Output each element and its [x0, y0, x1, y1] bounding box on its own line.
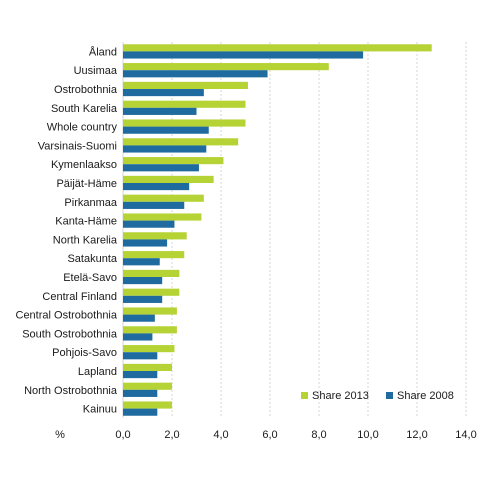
x-tick-label: 14,0 [455, 429, 476, 441]
bar-series1 [123, 326, 177, 334]
bar-series2 [123, 145, 207, 153]
category-label: Päijät-Häme [56, 178, 117, 190]
bar-series2 [123, 220, 175, 228]
bar-series1 [123, 269, 180, 277]
bar-series2 [123, 70, 268, 78]
bar-series2 [123, 408, 158, 416]
category-label: Pirkanmaa [64, 197, 117, 209]
bar-series1 [123, 63, 329, 71]
bar-series1 [123, 232, 187, 240]
x-tick-label: 0,0 [115, 429, 130, 441]
legend-swatch [386, 392, 393, 399]
category-label: Whole country [47, 122, 118, 134]
category-label: Etelä-Savo [63, 272, 117, 284]
category-label: Ostrobothnia [54, 84, 118, 96]
bar-series2 [123, 107, 197, 115]
legend: Share 2013 Share 2008 [301, 390, 454, 402]
x-tick-label: 12,0 [406, 429, 427, 441]
category-label: Central Finland [42, 291, 117, 303]
category-labels: Åland Uusimaa Ostrobothnia South Karelia Who… [16, 45, 118, 415]
bar-series1 [123, 288, 180, 296]
bar-series2 [123, 164, 199, 172]
legend-label: Share 2013 [312, 390, 369, 402]
bar-series2 [123, 239, 168, 247]
category-label: Varsinais-Suomi [38, 140, 117, 152]
bar-series2 [123, 51, 364, 59]
x-axis-label: % [55, 429, 65, 441]
bar-series2 [123, 277, 163, 285]
category-label: South Karelia [51, 103, 118, 115]
bar-series2 [123, 258, 160, 266]
bar-series1 [123, 194, 204, 202]
bars [123, 44, 432, 416]
legend-swatch [301, 392, 308, 399]
bar-series1 [123, 175, 214, 183]
x-tick-label: 8,0 [311, 429, 326, 441]
bar-series1 [123, 138, 239, 146]
category-label: Pohjois-Savo [52, 347, 117, 359]
bar-series1 [123, 307, 177, 315]
bar-series1 [123, 401, 172, 409]
x-tick-label: 2,0 [164, 429, 179, 441]
x-tick-label: 4,0 [213, 429, 228, 441]
gridlines [122, 42, 467, 418]
category-label: Uusimaa [74, 65, 118, 77]
bar-series2 [123, 183, 190, 191]
category-label: North Ostrobothnia [24, 385, 118, 397]
x-tick-labels: 0,0 2,0 4,0 6,0 8,0 10,0 12,0 14,0 [115, 429, 476, 441]
category-label: Åland [89, 45, 117, 58]
bar-series2 [123, 201, 185, 209]
bar-series2 [123, 89, 204, 97]
x-tick-label: 10,0 [357, 429, 378, 441]
legend-label: Share 2008 [397, 390, 454, 402]
bar-series2 [123, 126, 209, 134]
bar-series1 [123, 44, 432, 52]
bar-series1 [123, 363, 172, 371]
category-label: Kanta-Häme [55, 216, 117, 228]
category-label: South Ostrobothnia [22, 328, 118, 340]
bar-series2 [123, 314, 155, 322]
bar-series2 [123, 295, 163, 303]
bar-series1 [123, 100, 246, 108]
category-label: Central Ostrobothnia [16, 310, 118, 322]
bar-series2 [123, 371, 158, 379]
bar-series2 [123, 352, 158, 360]
bar-series1 [123, 119, 246, 127]
category-label: Satakunta [67, 253, 117, 265]
bar-series1 [123, 345, 175, 353]
category-label: Lapland [78, 366, 117, 378]
bar-series2 [123, 333, 153, 341]
bar-series1 [123, 251, 185, 259]
bar-series2 [123, 389, 158, 397]
x-tick-label: 6,0 [262, 429, 277, 441]
category-label: North Karelia [53, 234, 118, 246]
bar-series1 [123, 81, 248, 89]
bar-series1 [123, 157, 224, 165]
category-label: Kainuu [83, 404, 117, 416]
bar-series1 [123, 213, 202, 221]
bar-series1 [123, 382, 172, 390]
category-label: Kymenlaakso [51, 159, 117, 171]
